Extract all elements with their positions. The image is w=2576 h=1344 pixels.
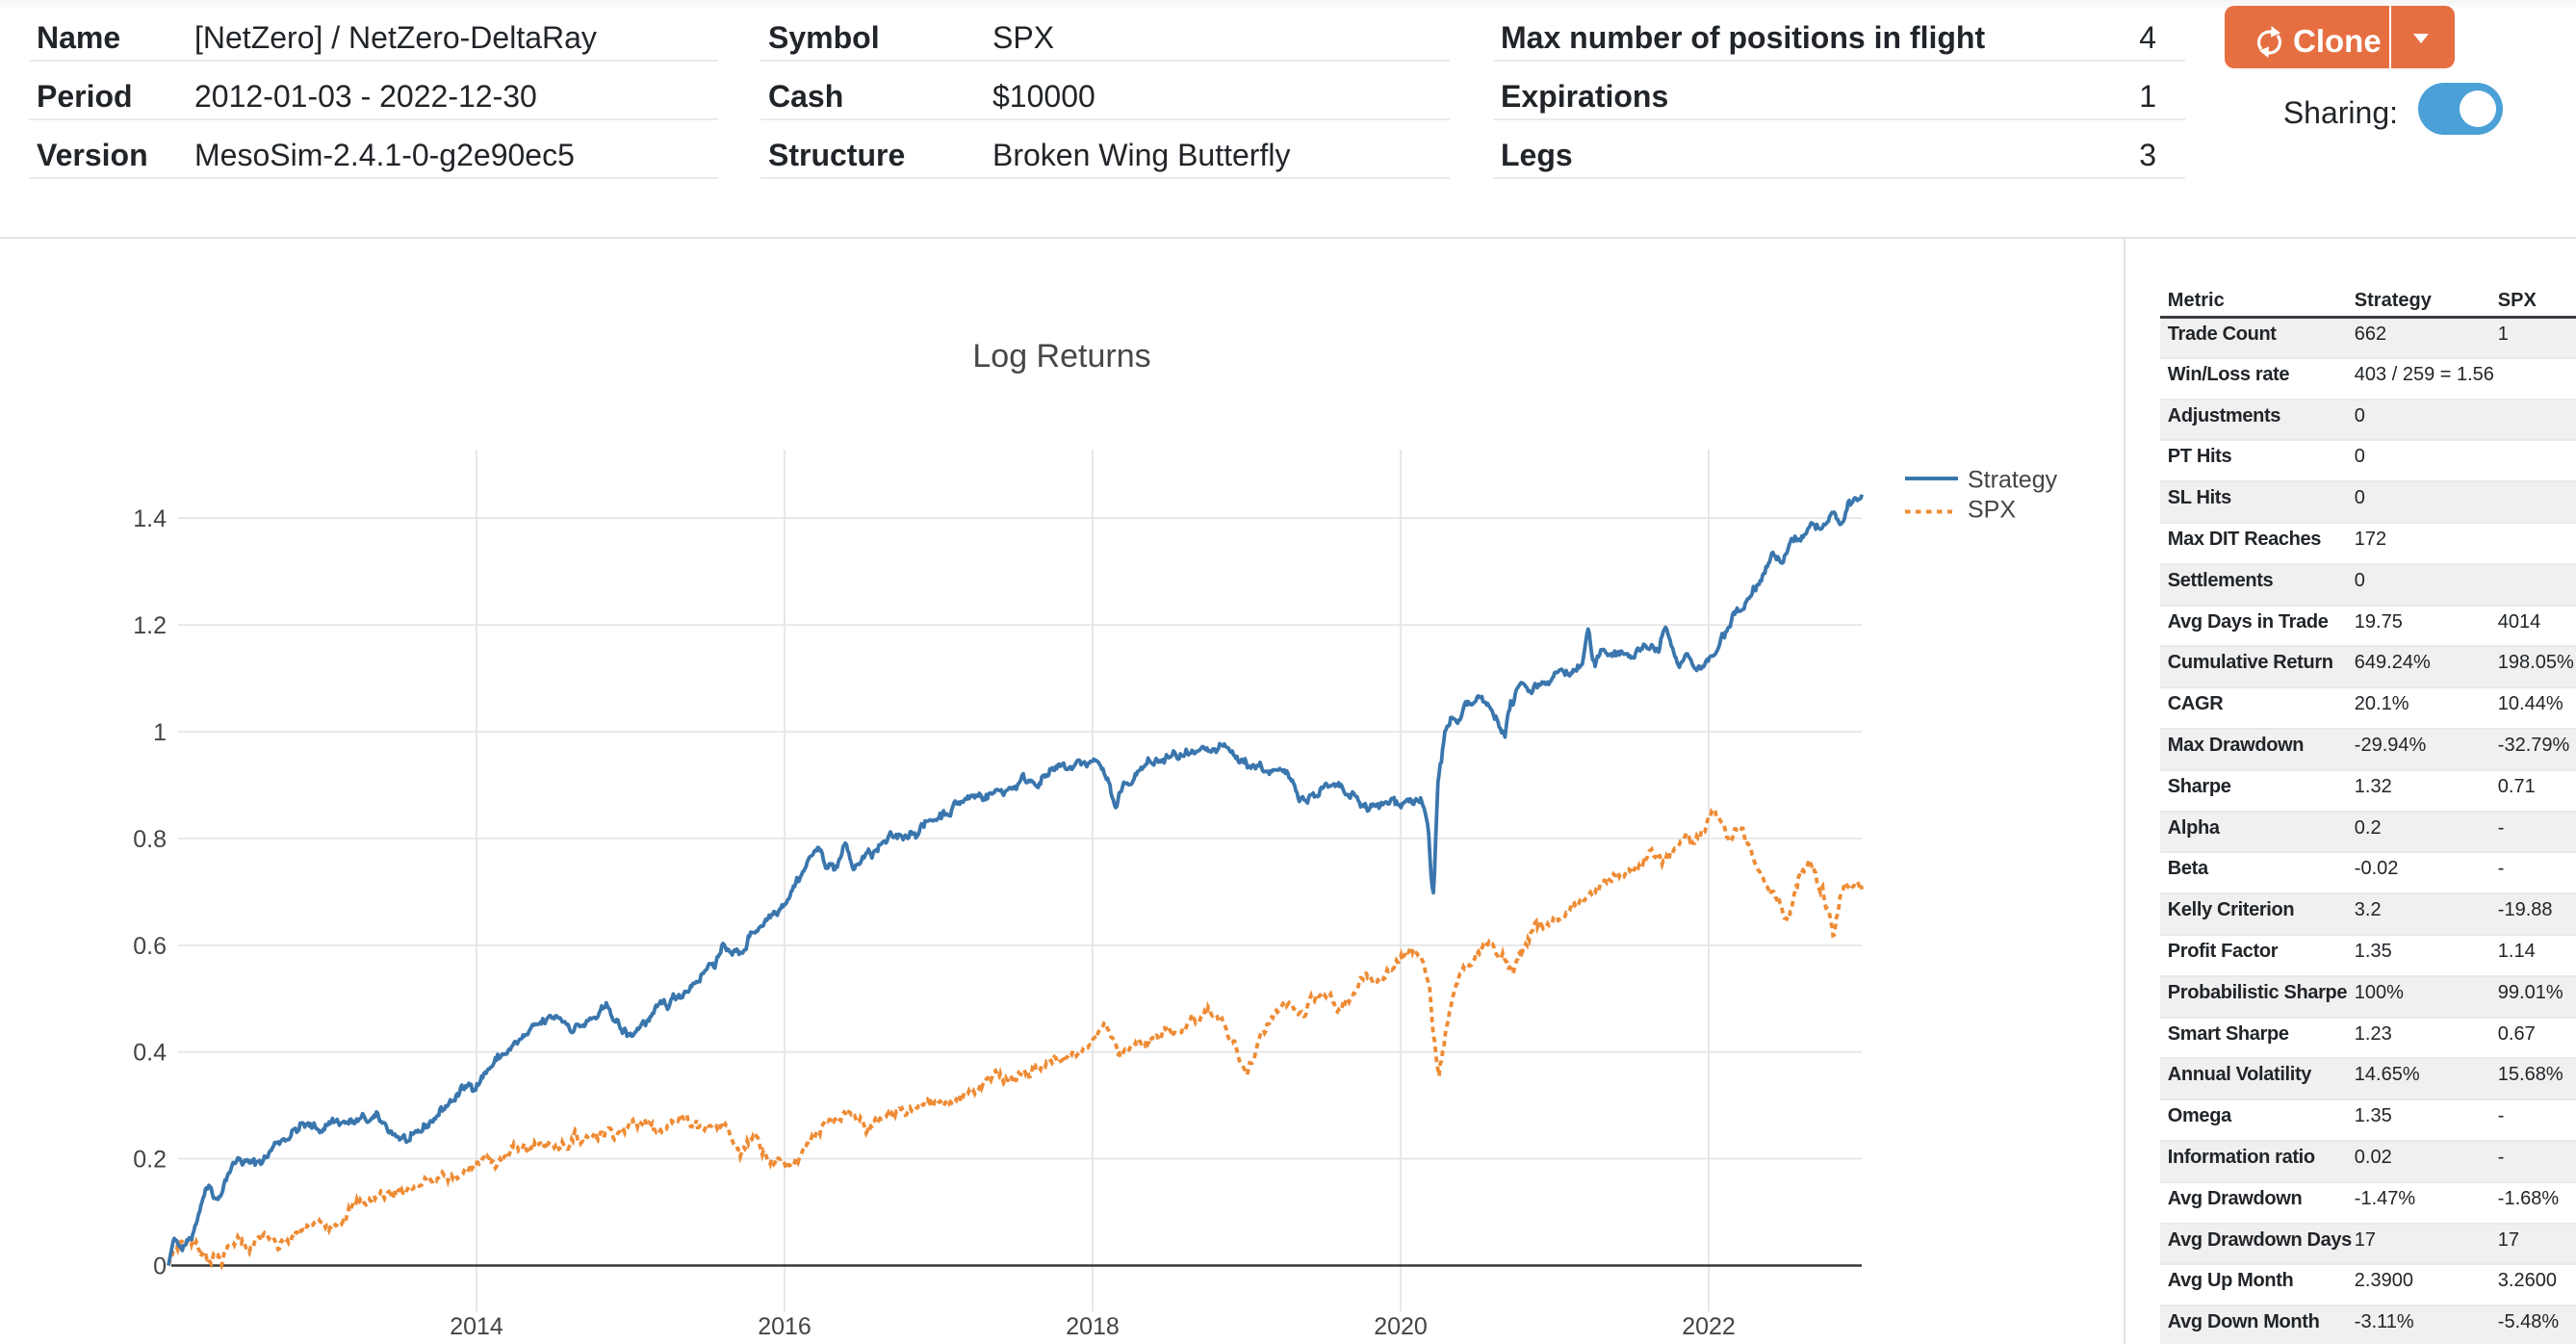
svg-text:0: 0 xyxy=(153,1254,167,1280)
svg-text:Log Returns: Log Returns xyxy=(972,338,1150,375)
svg-text:1.4: 1.4 xyxy=(133,505,167,532)
svg-text:2020: 2020 xyxy=(1374,1313,1428,1340)
svg-text:1.2: 1.2 xyxy=(133,612,167,639)
svg-text:2022: 2022 xyxy=(1682,1313,1736,1340)
svg-text:2016: 2016 xyxy=(758,1313,811,1340)
svg-text:2014: 2014 xyxy=(450,1313,503,1340)
svg-text:0.6: 0.6 xyxy=(133,933,167,960)
svg-text:SPX: SPX xyxy=(1968,497,2016,524)
svg-text:0.4: 0.4 xyxy=(133,1040,167,1067)
svg-text:1: 1 xyxy=(153,719,167,746)
svg-text:Strategy: Strategy xyxy=(1968,467,2058,494)
svg-text:2018: 2018 xyxy=(1066,1313,1120,1340)
svg-text:0.8: 0.8 xyxy=(133,826,167,853)
svg-text:0.2: 0.2 xyxy=(133,1147,167,1174)
